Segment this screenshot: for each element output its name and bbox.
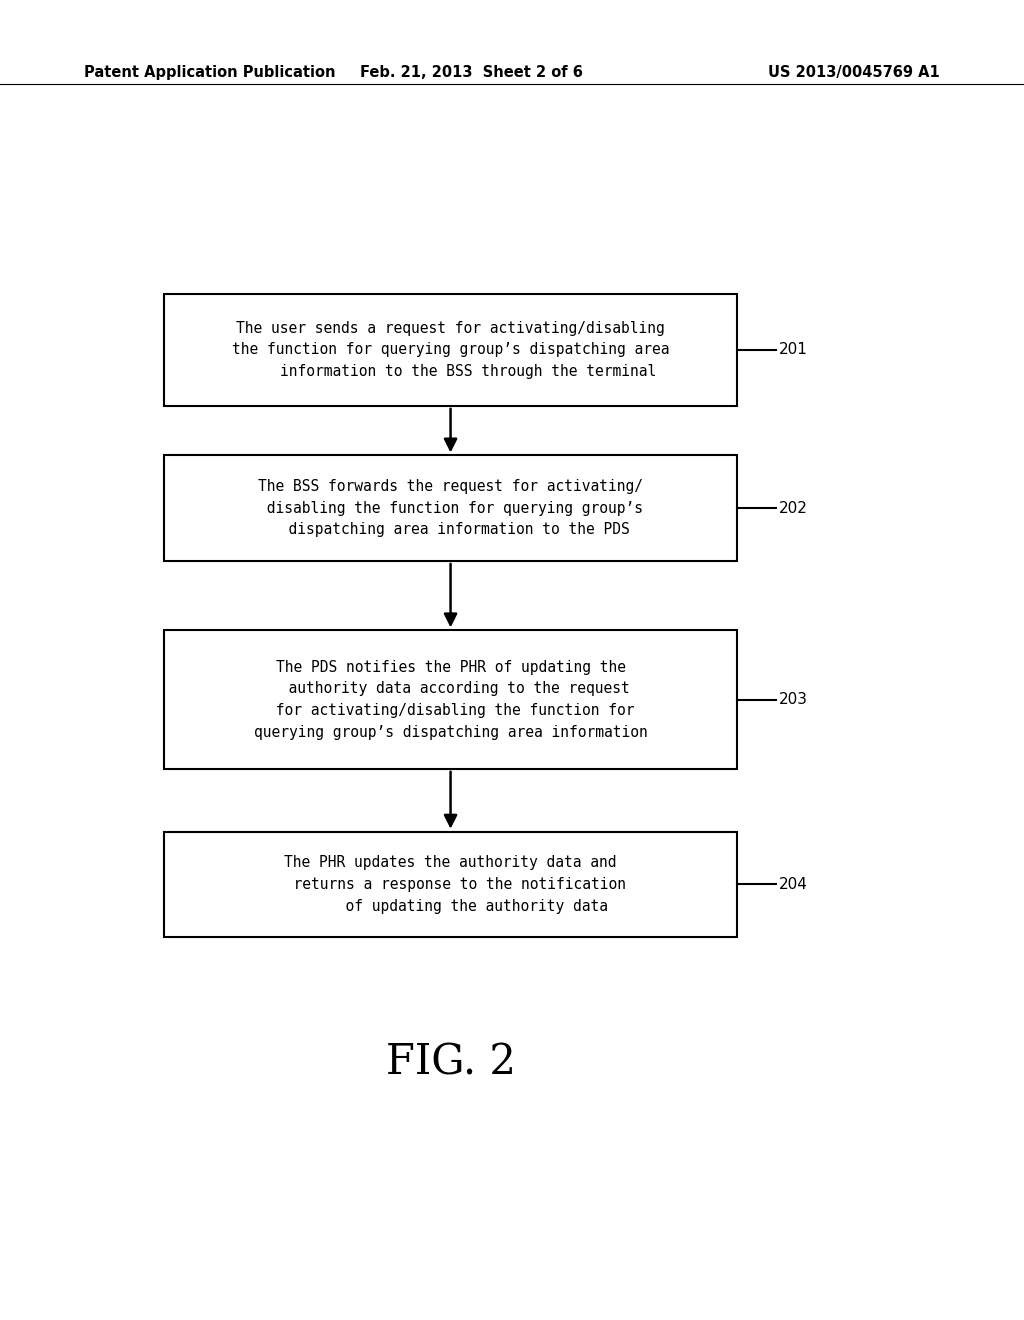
Text: 202: 202 (779, 500, 808, 516)
Text: 201: 201 (779, 342, 808, 358)
Bar (164, 455, 737, 561)
Bar (164, 832, 737, 937)
Text: FIG. 2: FIG. 2 (386, 1041, 515, 1084)
Text: 203: 203 (779, 692, 808, 708)
Bar (164, 294, 737, 407)
Text: 204: 204 (779, 876, 808, 892)
Text: US 2013/0045769 A1: US 2013/0045769 A1 (768, 65, 940, 79)
Text: The PDS notifies the PHR of updating the
  authority data according to the reque: The PDS notifies the PHR of updating the… (254, 660, 647, 739)
Text: The user sends a request for activating/disabling
the function for querying grou: The user sends a request for activating/… (231, 321, 670, 379)
Text: The PHR updates the authority data and
  returns a response to the notification
: The PHR updates the authority data and r… (275, 855, 626, 913)
Bar (164, 630, 737, 768)
Text: Patent Application Publication: Patent Application Publication (84, 65, 336, 79)
Text: The BSS forwards the request for activating/
 disabling the function for queryin: The BSS forwards the request for activat… (258, 479, 643, 537)
Text: Feb. 21, 2013  Sheet 2 of 6: Feb. 21, 2013 Sheet 2 of 6 (359, 65, 583, 79)
